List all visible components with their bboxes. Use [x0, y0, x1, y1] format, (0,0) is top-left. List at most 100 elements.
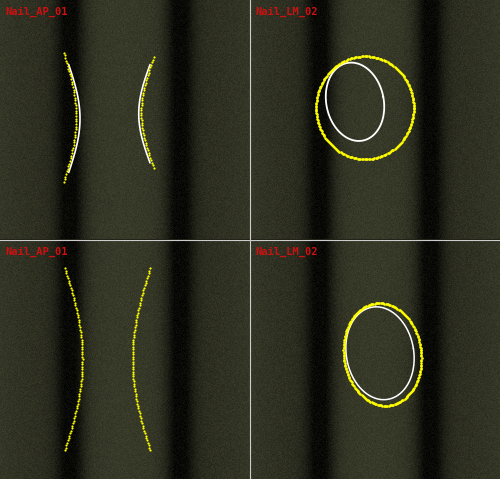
Point	[346, 376, 354, 384]
Point	[410, 104, 418, 112]
Point	[417, 346, 425, 354]
Point	[386, 401, 394, 409]
Point	[410, 100, 418, 107]
Point	[340, 357, 348, 365]
Point	[368, 399, 376, 406]
Point	[409, 111, 417, 119]
Point	[71, 96, 79, 104]
Point	[63, 272, 71, 279]
Point	[68, 78, 76, 86]
Point	[406, 125, 413, 133]
Point	[144, 442, 152, 449]
Point	[386, 60, 394, 68]
Point	[146, 267, 154, 274]
Point	[352, 155, 360, 162]
Point	[313, 96, 321, 103]
Point	[358, 53, 366, 60]
Point	[324, 69, 332, 77]
Point	[348, 380, 356, 388]
Point	[362, 303, 370, 310]
Point	[340, 346, 347, 354]
Point	[76, 390, 84, 398]
Point	[390, 63, 398, 71]
Point	[408, 117, 416, 125]
Point	[418, 349, 426, 357]
Point	[312, 103, 320, 111]
Point	[132, 316, 140, 324]
Point	[378, 56, 386, 64]
Point	[340, 342, 347, 349]
Point	[417, 346, 425, 354]
Point	[133, 314, 141, 321]
Point	[369, 155, 377, 162]
Point	[65, 160, 73, 167]
Point	[416, 343, 424, 351]
Point	[342, 365, 350, 373]
Point	[369, 53, 377, 61]
Point	[399, 309, 407, 317]
Point	[347, 153, 355, 161]
Point	[318, 79, 326, 87]
Point	[358, 155, 366, 163]
Point	[380, 300, 388, 308]
Point	[411, 326, 419, 334]
Point	[356, 389, 364, 397]
Point	[418, 354, 426, 362]
Point	[390, 62, 398, 70]
Point	[314, 90, 322, 98]
Point	[417, 348, 425, 355]
Point	[352, 385, 360, 393]
Point	[348, 54, 356, 62]
Point	[334, 61, 342, 68]
Point	[365, 53, 373, 60]
Point	[416, 342, 424, 349]
Point	[370, 154, 378, 162]
Point	[78, 348, 86, 356]
Point	[129, 368, 137, 376]
Point	[409, 94, 417, 102]
Point	[416, 344, 424, 352]
Point	[401, 75, 409, 82]
Point	[74, 399, 82, 407]
Point	[134, 405, 142, 412]
Point	[360, 53, 368, 60]
Point	[395, 141, 403, 148]
Point	[344, 370, 351, 377]
Point	[398, 138, 406, 146]
Point	[63, 59, 71, 67]
Point	[368, 155, 376, 163]
Point	[366, 155, 374, 163]
Point	[72, 107, 80, 114]
Point	[78, 355, 86, 363]
Point	[78, 343, 86, 351]
Point	[340, 353, 348, 360]
Point	[68, 424, 76, 432]
Point	[398, 308, 406, 316]
Point	[78, 338, 86, 346]
Point	[393, 399, 401, 407]
Point	[62, 267, 70, 274]
Point	[60, 175, 68, 183]
Point	[412, 328, 420, 335]
Point	[366, 53, 374, 60]
Point	[340, 338, 348, 346]
Point	[135, 304, 143, 311]
Point	[66, 429, 74, 437]
Point	[328, 67, 336, 74]
Point	[370, 399, 378, 407]
Point	[342, 362, 349, 370]
Point	[410, 325, 418, 332]
Point	[312, 99, 320, 106]
Point	[144, 269, 152, 277]
Point	[416, 338, 424, 346]
Point	[130, 382, 138, 390]
Point	[78, 336, 86, 343]
Point	[314, 118, 322, 125]
Point	[146, 66, 154, 74]
Point	[138, 124, 146, 131]
Point	[317, 82, 325, 90]
Point	[324, 137, 332, 145]
Point	[72, 306, 80, 314]
Point	[393, 143, 401, 151]
Point	[130, 331, 138, 339]
